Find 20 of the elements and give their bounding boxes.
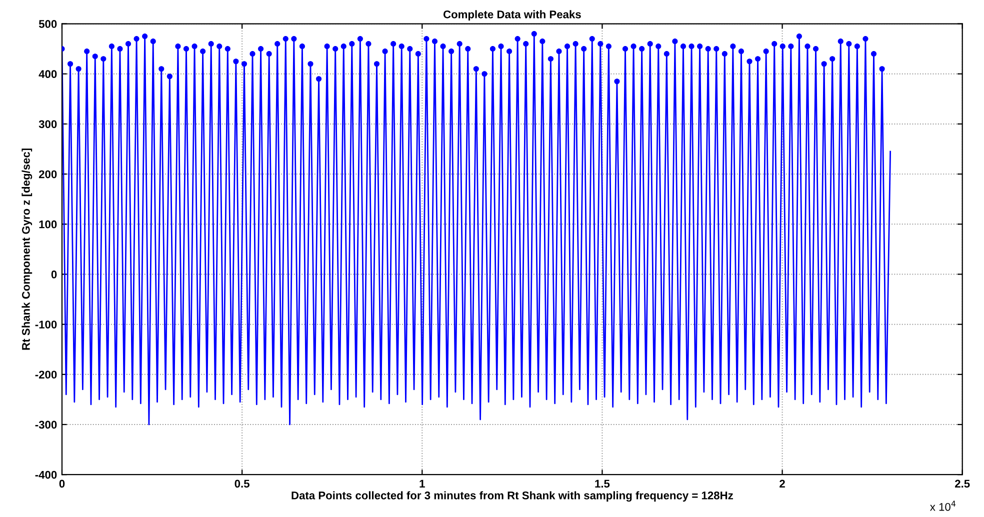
x-tick-label: 2.5 [955,480,970,488]
y-tick-label: 300 [38,120,57,128]
y-tick-label: -100 [35,320,57,328]
x-tick-label: 0.5 [234,480,250,488]
x-tick-label: 0 [59,480,65,488]
y-tick-label: 500 [38,20,57,28]
y-tick-label: 400 [38,70,57,78]
x-axis-title: Data Points collected for 3 minutes from Rt Shank with sampling frequency = 128Hz [292,491,733,502]
x-tick-label: 1 [420,480,425,488]
chart-title: Complete Data with Peaks [443,10,581,21]
y-tick-label: -300 [35,420,57,429]
x-tick-label: 2 [780,480,785,488]
y-tick-label: 200 [38,170,57,178]
y-axis-title: Rt Shank Component Gyro z [deg/sec] [22,148,32,350]
x-tick-label: 1.5 [595,480,610,488]
y-tick-label: 0 [51,270,57,278]
text: x 10$^{4}$ [930,500,956,511]
y-tick-label: -200 [35,370,57,379]
y-tick-label: 100 [39,220,57,228]
y-tick-label: -400 [35,470,57,479]
